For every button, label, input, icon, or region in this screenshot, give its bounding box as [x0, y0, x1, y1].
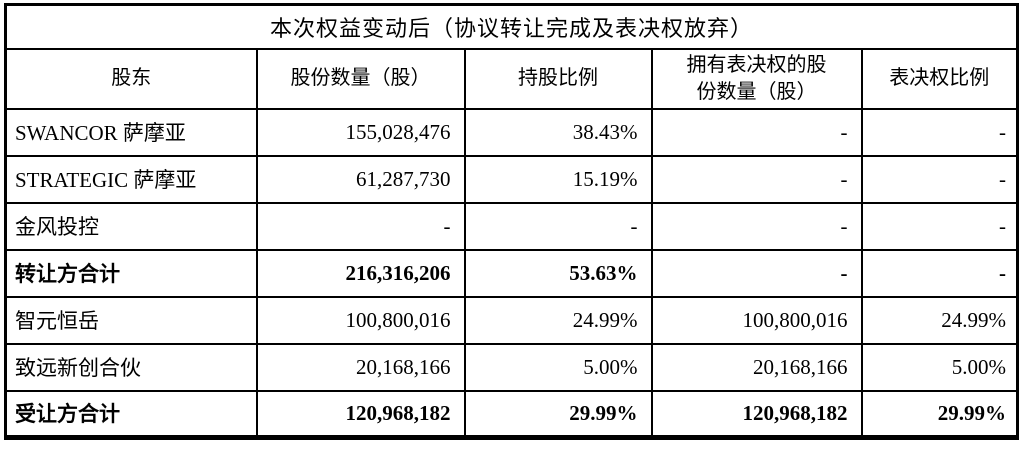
cell-share-count: 155,028,476	[255, 107, 466, 157]
table-title-row: 本次权益变动后（协议转让完成及表决权放弃）	[4, 3, 1019, 50]
column-header-voting-share-count: 拥有表决权的股份数量（股）	[650, 47, 863, 110]
table-row: 受让方合计 120,968,182 29.99% 120,968,182 29.99%	[4, 389, 1019, 439]
cell-voting-ratio: -	[860, 248, 1019, 298]
cell-shareholder: SWANCOR 萨摩亚	[4, 107, 258, 157]
equity-change-table: 本次权益变动后（协议转让完成及表决权放弃） 股东 股份数量（股） 持股比例 拥有…	[4, 3, 1019, 440]
table-row: 金风投控 - - - -	[4, 201, 1019, 251]
cell-shareholder: 金风投控	[4, 201, 258, 251]
cell-shareholder: 转让方合计	[4, 248, 258, 298]
column-header-shareholding-ratio: 持股比例	[463, 47, 653, 110]
cell-voting-ratio: 5.00%	[860, 342, 1019, 392]
cell-shareholder: 智元恒岳	[4, 295, 258, 345]
cell-voting-ratio: -	[860, 107, 1019, 157]
cell-shareholding-ratio: 38.43%	[463, 107, 653, 157]
table-header-row: 股东 股份数量（股） 持股比例 拥有表决权的股份数量（股） 表决权比例	[4, 47, 1019, 110]
cell-voting-share-count: 120,968,182	[650, 389, 863, 439]
cell-shareholding-ratio: 24.99%	[463, 295, 653, 345]
table-title: 本次权益变动后（协议转让完成及表决权放弃）	[4, 3, 1019, 50]
table-row: SWANCOR 萨摩亚 155,028,476 38.43% - -	[4, 107, 1019, 157]
cell-share-count: 100,800,016	[255, 295, 466, 345]
cell-voting-share-count: -	[650, 107, 863, 157]
cell-shareholder: 致远新创合伙	[4, 342, 258, 392]
cell-shareholding-ratio: 5.00%	[463, 342, 653, 392]
cell-shareholder: STRATEGIC 萨摩亚	[4, 154, 258, 204]
cell-share-count: 216,316,206	[255, 248, 466, 298]
cell-voting-ratio: 29.99%	[860, 389, 1019, 439]
column-header-voting-ratio: 表决权比例	[860, 47, 1019, 110]
table-row: 转让方合计 216,316,206 53.63% - -	[4, 248, 1019, 298]
column-header-share-count: 股份数量（股）	[255, 47, 466, 110]
cell-voting-share-count: -	[650, 154, 863, 204]
cell-shareholding-ratio: -	[463, 201, 653, 251]
cell-share-count: 120,968,182	[255, 389, 466, 439]
cell-shareholding-ratio: 53.63%	[463, 248, 653, 298]
cell-voting-share-count: 20,168,166	[650, 342, 863, 392]
cell-share-count: 20,168,166	[255, 342, 466, 392]
table-row: STRATEGIC 萨摩亚 61,287,730 15.19% - -	[4, 154, 1019, 204]
cell-share-count: -	[255, 201, 466, 251]
column-header-shareholder: 股东	[4, 47, 258, 110]
cell-voting-ratio: -	[860, 201, 1019, 251]
cell-share-count: 61,287,730	[255, 154, 466, 204]
cell-voting-share-count: -	[650, 201, 863, 251]
document-page: 本次权益变动后（协议转让完成及表决权放弃） 股东 股份数量（股） 持股比例 拥有…	[0, 3, 1024, 458]
cell-shareholding-ratio: 15.19%	[463, 154, 653, 204]
table-row: 智元恒岳 100,800,016 24.99% 100,800,016 24.99%	[4, 295, 1019, 345]
cell-voting-ratio: 24.99%	[860, 295, 1019, 345]
cell-voting-ratio: -	[860, 154, 1019, 204]
table-row: 致远新创合伙 20,168,166 5.00% 20,168,166 5.00%	[4, 342, 1019, 392]
cell-shareholder: 受让方合计	[4, 389, 258, 439]
cell-shareholding-ratio: 29.99%	[463, 389, 653, 439]
cell-voting-share-count: -	[650, 248, 863, 298]
column-header-voting-share-count-label: 拥有表决权的股份数量（股）	[686, 53, 827, 103]
cell-voting-share-count: 100,800,016	[650, 295, 863, 345]
